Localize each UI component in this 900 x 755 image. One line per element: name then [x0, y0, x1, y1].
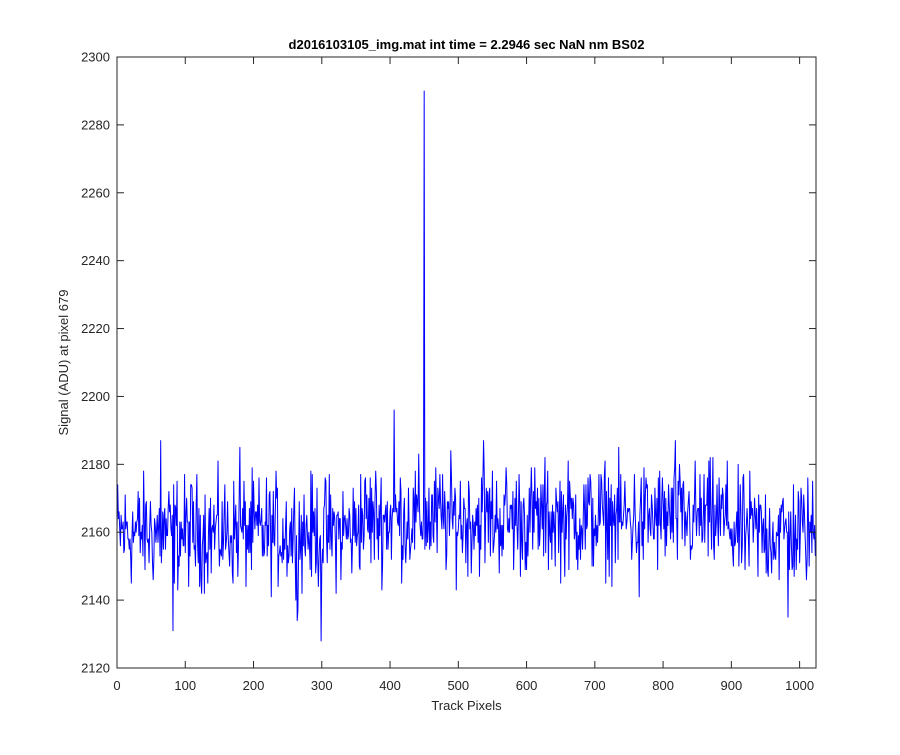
plot-area-background	[117, 57, 816, 668]
y-axis-label: Signal (ADU) at pixel 679	[56, 290, 71, 436]
x-tick-label: 900	[721, 678, 743, 693]
chart-title: d2016103105_img.mat int time = 2.2946 se…	[289, 37, 645, 52]
y-tick-label: 2160	[81, 525, 110, 540]
y-tick-label: 2280	[81, 117, 110, 132]
y-axis: 2120 2140 2160 2180 2200 2220 2240 2260 2280 2300	[81, 50, 816, 676]
y-tick-label: 2220	[81, 321, 110, 336]
y-tick-label: 2120	[81, 661, 110, 676]
y-tick-label: 2140	[81, 593, 110, 608]
x-axis-label: Track Pixels	[431, 698, 502, 713]
y-tick-label: 2300	[81, 50, 110, 65]
x-tick-label: 1000	[785, 678, 814, 693]
series-layer	[116, 90, 816, 642]
series-line	[116, 90, 816, 642]
x-axis: 0 100 200 300 400 500 600 700 800 900 1000	[113, 57, 814, 693]
x-tick-label: 300	[311, 678, 333, 693]
x-tick-label: 200	[243, 678, 265, 693]
plot-area-border	[116, 56, 817, 669]
x-tick-label: 0	[113, 678, 120, 693]
x-tick-label: 500	[447, 678, 469, 693]
y-tick-label: 2240	[81, 253, 110, 268]
y-tick-label: 2180	[81, 457, 110, 472]
x-tick-label: 700	[584, 678, 606, 693]
x-tick-label: 100	[174, 678, 196, 693]
y-tick-label: 2260	[81, 185, 110, 200]
x-tick-label: 400	[379, 678, 401, 693]
x-tick-label: 600	[516, 678, 538, 693]
y-tick-label: 2200	[81, 389, 110, 404]
x-tick-label: 800	[652, 678, 674, 693]
